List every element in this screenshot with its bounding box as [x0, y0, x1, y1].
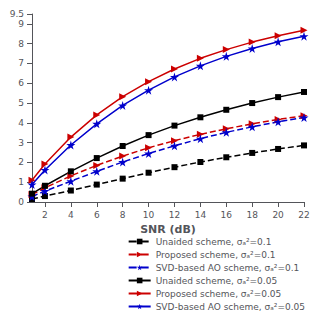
svg-text:SVD-based AO scheme, σₐ²=0.05: SVD-based AO scheme, σₐ²=0.05: [156, 302, 305, 312]
svg-text:4: 4: [18, 118, 24, 128]
svg-text:Unaided scheme, σₐ²=0.1: Unaided scheme, σₐ²=0.1: [156, 237, 272, 247]
svg-text:4: 4: [68, 210, 74, 220]
svg-text:1: 1: [18, 177, 24, 187]
svg-text:0: 0: [18, 197, 24, 207]
svg-text:12: 12: [169, 210, 180, 220]
svg-text:16: 16: [221, 210, 233, 220]
svg-text:2: 2: [42, 210, 48, 220]
svg-text:Proposed scheme, σₐ²=0.1: Proposed scheme, σₐ²=0.1: [156, 250, 276, 260]
svg-text:8: 8: [18, 39, 24, 49]
svg-text:14: 14: [195, 210, 207, 220]
svg-text:SNR (dB): SNR (dB): [140, 223, 196, 236]
svg-text:5: 5: [18, 98, 24, 108]
svg-text:Unaided scheme, σₐ²=0.05: Unaided scheme, σₐ²=0.05: [156, 276, 277, 286]
svg-text:3: 3: [18, 138, 24, 148]
svg-text:6: 6: [18, 78, 24, 88]
svg-text:Proposed scheme, σₐ²=0.05: Proposed scheme, σₐ²=0.05: [156, 289, 282, 299]
svg-text:9.5: 9.5: [10, 9, 24, 19]
svg-text:9: 9: [18, 19, 24, 29]
svg-text:2: 2: [18, 157, 24, 167]
svg-text:10: 10: [143, 210, 155, 220]
svg-text:7: 7: [18, 58, 24, 68]
svg-text:18: 18: [246, 210, 258, 220]
svg-text:8: 8: [120, 210, 126, 220]
svg-text:6: 6: [94, 210, 100, 220]
svg-text:SVD-based AO scheme, σₐ²=0.1: SVD-based AO scheme, σₐ²=0.1: [156, 263, 300, 273]
svg-text:20: 20: [272, 210, 284, 220]
svg-text:22: 22: [298, 210, 309, 220]
